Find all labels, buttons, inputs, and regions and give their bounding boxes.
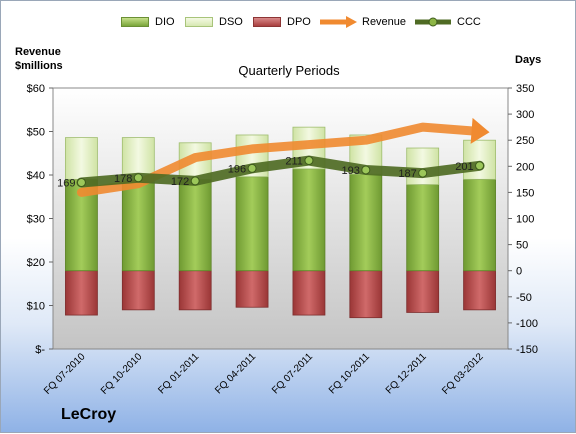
right-tick-label: -50 bbox=[516, 292, 532, 304]
bar-dio bbox=[292, 168, 326, 272]
left-tick-label: $60 bbox=[27, 83, 45, 95]
bar-dio bbox=[235, 176, 269, 272]
bar-dio bbox=[406, 184, 440, 272]
right-tick-label: 300 bbox=[516, 109, 534, 121]
ccc-point bbox=[475, 161, 485, 171]
left-tick-label: $30 bbox=[27, 214, 45, 226]
category-label: FQ 01-2011 bbox=[156, 351, 201, 396]
legend-swatch-revenue bbox=[320, 16, 357, 28]
bar-dpo bbox=[178, 270, 212, 311]
bar-dpo bbox=[121, 270, 155, 311]
category-label: FQ 10-2011 bbox=[327, 351, 372, 396]
ccc-point bbox=[304, 156, 314, 166]
ccc-point bbox=[76, 177, 86, 187]
right-tick-label: 200 bbox=[516, 161, 534, 173]
legend-label-dso: DSO bbox=[219, 16, 243, 28]
bar-dpo bbox=[65, 270, 98, 316]
right-tick-label: 150 bbox=[516, 187, 534, 199]
bar-dio bbox=[121, 181, 155, 272]
category-label: FQ 07-2011 bbox=[270, 351, 315, 396]
legend-swatch-dio bbox=[121, 17, 149, 27]
category-label: FQ 07-2010 bbox=[42, 351, 88, 397]
ccc-data-label: 196 bbox=[228, 163, 246, 175]
right-tick-label: 100 bbox=[516, 214, 534, 226]
category-label: FQ 04-2011 bbox=[213, 351, 258, 396]
legend-label-ccc: CCC bbox=[457, 16, 481, 28]
category-label: FQ 12-2011 bbox=[384, 351, 429, 396]
legend-item-dpo: DPO bbox=[253, 14, 311, 30]
legend-item-dio: DIO bbox=[121, 14, 175, 30]
right-tick-label: -150 bbox=[516, 344, 538, 356]
ccc-data-label: 201 bbox=[455, 161, 473, 173]
right-tick-label: -100 bbox=[516, 318, 538, 330]
legend-item-dso: DSO bbox=[185, 14, 243, 30]
left-tick-label: $- bbox=[35, 344, 45, 356]
chart-title: Quarterly Periods bbox=[238, 63, 340, 78]
category-label: FQ 03-2012 bbox=[440, 351, 486, 397]
legend-label-dio: DIO bbox=[155, 16, 175, 28]
right-tick-label: 250 bbox=[516, 135, 534, 147]
bar-dpo bbox=[292, 270, 326, 316]
left-tick-label: $40 bbox=[27, 170, 45, 182]
bar-dso bbox=[463, 139, 496, 180]
legend-item-ccc: CCC bbox=[413, 14, 481, 30]
legend-swatch-dpo bbox=[253, 17, 281, 27]
right-tick-label: 50 bbox=[516, 240, 528, 252]
left-axis-title-line1: Revenue bbox=[15, 46, 61, 58]
bar-dso bbox=[406, 147, 440, 185]
ccc-point bbox=[418, 168, 428, 178]
ccc-point bbox=[247, 163, 257, 173]
bar-dpo bbox=[349, 270, 383, 319]
revenue-arrowhead bbox=[470, 117, 490, 144]
bar-dpo bbox=[406, 270, 440, 313]
legend-swatch-dso bbox=[185, 17, 213, 27]
ccc-data-label: 172 bbox=[171, 176, 189, 188]
bar-dio bbox=[178, 178, 212, 272]
ccc-point bbox=[361, 165, 371, 175]
ccc-point bbox=[133, 173, 143, 183]
ccc-data-label: 187 bbox=[398, 168, 416, 180]
company-name: LeCroy bbox=[61, 406, 117, 423]
right-axis-title: Days bbox=[515, 54, 542, 66]
legend-label-revenue: Revenue bbox=[362, 16, 407, 28]
category-label: FQ 10-2010 bbox=[99, 351, 145, 397]
ccc-data-label: 193 bbox=[341, 165, 359, 177]
right-tick-label: 350 bbox=[516, 83, 534, 95]
legend-item-revenue: Revenue bbox=[318, 14, 406, 30]
ccc-point bbox=[190, 176, 200, 186]
ccc-data-label: 211 bbox=[285, 156, 303, 168]
ccc-line bbox=[76, 155, 485, 188]
bar-dio bbox=[463, 178, 496, 272]
legend-swatch-ccc bbox=[415, 17, 451, 27]
bar-dio bbox=[349, 173, 383, 272]
ccc-data-label: 169 bbox=[57, 177, 75, 189]
bar-dso bbox=[65, 137, 98, 180]
right-tick-label: 0 bbox=[516, 266, 522, 278]
legend: DIO DSO DPO Revenue CCC bbox=[1, 14, 576, 30]
left-tick-label: $20 bbox=[27, 257, 45, 269]
ccc-data-label: 178 bbox=[114, 173, 132, 185]
left-axis-title-line2: $millions bbox=[15, 60, 63, 72]
legend-label-dpo: DPO bbox=[287, 16, 311, 28]
left-tick-label: $50 bbox=[27, 127, 45, 139]
left-axis-title: Revenue $millions bbox=[15, 45, 63, 73]
bar-dpo bbox=[463, 270, 496, 311]
bar-dpo bbox=[235, 270, 269, 308]
left-tick-label: $10 bbox=[27, 301, 45, 313]
